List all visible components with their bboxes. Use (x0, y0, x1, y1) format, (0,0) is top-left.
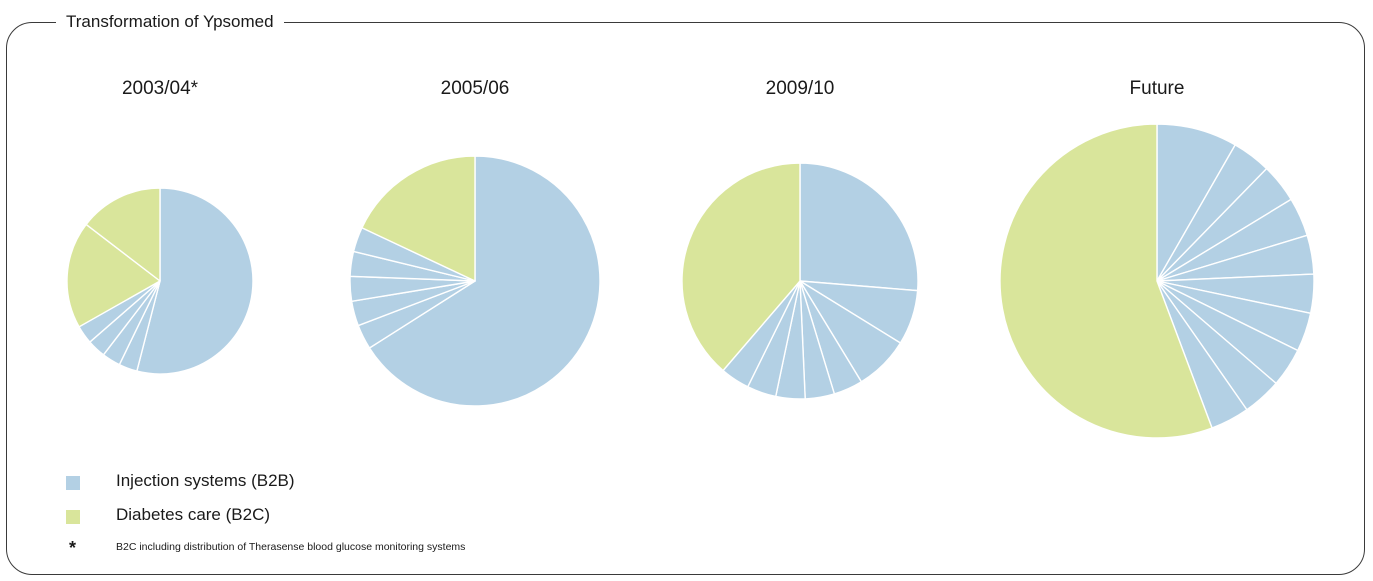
pie-title-2: 2005/06 (441, 78, 510, 99)
pie-title-4: Future (1130, 78, 1185, 99)
footnote-mark: * (69, 538, 77, 558)
pie-chart-3: 2009/10 (681, 78, 919, 400)
legend-swatch-b2c (66, 510, 80, 524)
pie-slice-b2b (799, 162, 919, 292)
legend-label-b2c: Diabetes care (B2C) (116, 505, 271, 524)
pie-chart-4: Future (999, 78, 1315, 439)
pie-chart-1: 2003/04* (66, 78, 254, 375)
pie-slice-b2c (999, 123, 1213, 439)
pie-slice-b2b (136, 187, 254, 375)
chart-frame (6, 22, 1365, 575)
pie-slice-b2c (361, 155, 476, 282)
footnote-text: B2C including distribution of Therasense… (116, 541, 466, 553)
pie-slice-b2c (85, 187, 161, 282)
pie-slice-b2c (681, 162, 801, 372)
pie-title-1: 2003/04* (122, 78, 199, 99)
legend-label-b2b: Injection systems (B2B) (116, 471, 295, 490)
legend-swatch-b2b (66, 476, 80, 490)
pie-slice-b2b (368, 155, 601, 407)
chart-title: Transformation of Ypsomed (56, 12, 284, 32)
pie-title-3: 2009/10 (766, 78, 835, 99)
pie-slice-b2c (66, 223, 161, 328)
pie-chart-2: 2005/06 (349, 78, 601, 407)
